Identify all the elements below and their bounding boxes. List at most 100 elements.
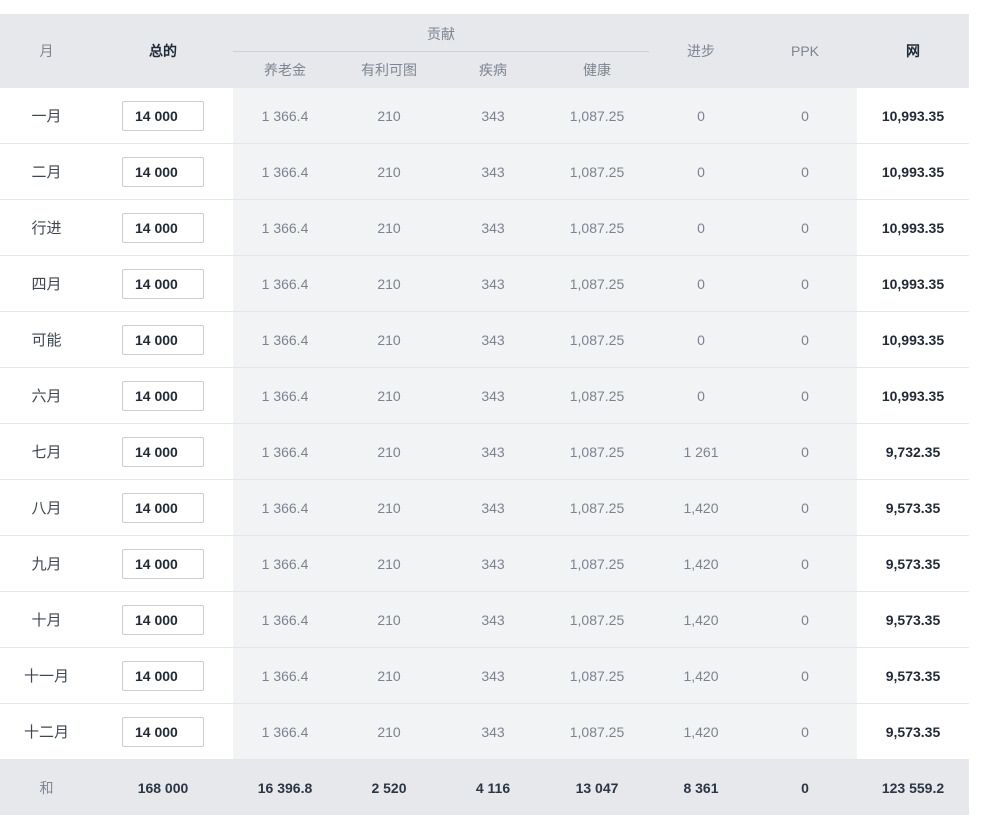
cell-advance: 0 bbox=[649, 88, 753, 144]
cell-gross bbox=[93, 591, 233, 648]
cell-gross bbox=[93, 647, 233, 704]
cell-sickness: 343 bbox=[441, 311, 545, 368]
cell-gross bbox=[93, 88, 233, 144]
gross-salary-input[interactable] bbox=[122, 660, 204, 691]
cell-month: 二月 bbox=[0, 143, 93, 200]
cell-advance: 1,420 bbox=[649, 479, 753, 536]
cell-ppk: 0 bbox=[753, 647, 857, 704]
cell-ppk: 0 bbox=[753, 703, 857, 760]
cell-ppk: 0 bbox=[753, 479, 857, 536]
cell-month: 七月 bbox=[0, 423, 93, 480]
cell-disability: 210 bbox=[337, 367, 441, 424]
cell-gross bbox=[93, 255, 233, 312]
cell-sickness: 343 bbox=[441, 647, 545, 704]
salary-table: 月 总的 贡献 进步 PPK 网 养老金 有利可图 疾病 健康 一月 1 366.… bbox=[0, 14, 969, 815]
header-contributions: 贡献 bbox=[233, 14, 649, 52]
gross-salary-input[interactable] bbox=[122, 380, 204, 411]
cell-sickness: 343 bbox=[441, 423, 545, 480]
cell-net: 10,993.35 bbox=[857, 255, 969, 312]
cell-month: 八月 bbox=[0, 479, 93, 536]
header-ppk: PPK bbox=[753, 14, 857, 88]
cell-health: 1,087.25 bbox=[545, 311, 649, 368]
cell-ppk: 0 bbox=[753, 311, 857, 368]
cell-month: 行进 bbox=[0, 199, 93, 256]
cell-pension: 1 366.4 bbox=[233, 143, 337, 200]
cell-advance: 0 bbox=[649, 367, 753, 424]
cell-health: 1,087.25 bbox=[545, 647, 649, 704]
gross-salary-input[interactable] bbox=[122, 716, 204, 747]
cell-net: 10,993.35 bbox=[857, 199, 969, 256]
cell-pension: 1 366.4 bbox=[233, 199, 337, 256]
cell-net: 9,573.35 bbox=[857, 479, 969, 536]
header-disability: 有利可图 bbox=[337, 52, 441, 88]
cell-gross bbox=[93, 479, 233, 536]
cell-disability: 210 bbox=[337, 479, 441, 536]
cell-month: 十一月 bbox=[0, 647, 93, 704]
totals-label: 和 bbox=[0, 759, 93, 815]
cell-health: 1,087.25 bbox=[545, 255, 649, 312]
cell-pension: 1 366.4 bbox=[233, 535, 337, 592]
cell-pension: 1 366.4 bbox=[233, 479, 337, 536]
cell-disability: 210 bbox=[337, 647, 441, 704]
cell-disability: 210 bbox=[337, 311, 441, 368]
cell-disability: 210 bbox=[337, 88, 441, 144]
cell-sickness: 343 bbox=[441, 199, 545, 256]
gross-salary-input[interactable] bbox=[122, 268, 204, 299]
cell-net: 9,573.35 bbox=[857, 703, 969, 760]
cell-ppk: 0 bbox=[753, 255, 857, 312]
cell-health: 1,087.25 bbox=[545, 703, 649, 760]
cell-gross bbox=[93, 311, 233, 368]
cell-net: 10,993.35 bbox=[857, 88, 969, 144]
cell-pension: 1 366.4 bbox=[233, 311, 337, 368]
totals-pension: 16 396.8 bbox=[233, 759, 337, 815]
cell-health: 1,087.25 bbox=[545, 591, 649, 648]
gross-salary-input[interactable] bbox=[122, 100, 204, 131]
gross-salary-input[interactable] bbox=[122, 324, 204, 355]
cell-disability: 210 bbox=[337, 591, 441, 648]
cell-advance: 0 bbox=[649, 311, 753, 368]
totals-row: 和 168 000 16 396.8 2 520 4 116 13 047 8 … bbox=[0, 759, 969, 815]
cell-pension: 1 366.4 bbox=[233, 423, 337, 480]
table-header: 月 总的 贡献 进步 PPK 网 养老金 有利可图 疾病 健康 bbox=[0, 14, 969, 88]
totals-advance: 8 361 bbox=[649, 759, 753, 815]
cell-sickness: 343 bbox=[441, 479, 545, 536]
cell-disability: 210 bbox=[337, 703, 441, 760]
cell-net: 9,573.35 bbox=[857, 591, 969, 648]
cell-net: 10,993.35 bbox=[857, 143, 969, 200]
cell-gross bbox=[93, 535, 233, 592]
gross-salary-input[interactable] bbox=[122, 156, 204, 187]
cell-net: 9,573.35 bbox=[857, 535, 969, 592]
cell-sickness: 343 bbox=[441, 88, 545, 144]
cell-ppk: 0 bbox=[753, 591, 857, 648]
gross-salary-input[interactable] bbox=[122, 492, 204, 523]
header-month: 月 bbox=[0, 14, 93, 88]
cell-month: 一月 bbox=[0, 88, 93, 144]
cell-health: 1,087.25 bbox=[545, 535, 649, 592]
cell-health: 1,087.25 bbox=[545, 199, 649, 256]
cell-net: 10,993.35 bbox=[857, 311, 969, 368]
gross-salary-input[interactable] bbox=[122, 212, 204, 243]
cell-advance: 1,420 bbox=[649, 535, 753, 592]
gross-salary-input[interactable] bbox=[122, 548, 204, 579]
totals-gross: 168 000 bbox=[93, 759, 233, 815]
header-advance: 进步 bbox=[649, 14, 753, 88]
cell-health: 1,087.25 bbox=[545, 479, 649, 536]
cell-advance: 1,420 bbox=[649, 703, 753, 760]
cell-ppk: 0 bbox=[753, 423, 857, 480]
header-sickness: 疾病 bbox=[441, 52, 545, 88]
totals-health: 13 047 bbox=[545, 759, 649, 815]
cell-health: 1,087.25 bbox=[545, 367, 649, 424]
cell-ppk: 0 bbox=[753, 88, 857, 144]
cell-net: 9,573.35 bbox=[857, 647, 969, 704]
cell-disability: 210 bbox=[337, 199, 441, 256]
gross-salary-input[interactable] bbox=[122, 436, 204, 467]
cell-advance: 1 261 bbox=[649, 423, 753, 480]
gross-salary-input[interactable] bbox=[122, 604, 204, 635]
